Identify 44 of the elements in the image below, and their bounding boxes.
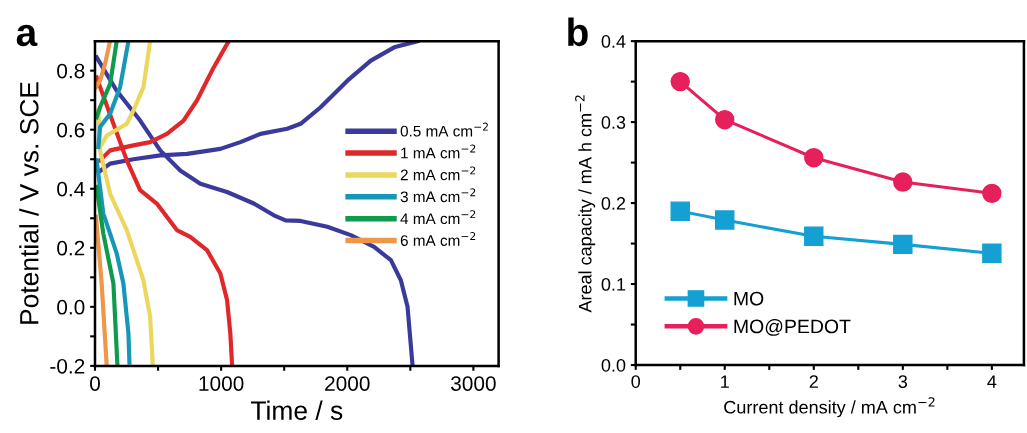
legend-label: 1 mA cm$^{−2}$: [401, 144, 476, 159]
x-tick-label: 2000: [325, 376, 370, 391]
chart-title: b: [568, 17, 588, 47]
point: [715, 210, 735, 230]
point: [982, 183, 1002, 204]
point: [804, 226, 824, 246]
legend-label: 6 mA cm$^{−2}$: [400, 232, 476, 246]
x-tick-label: 3000: [451, 376, 496, 391]
x-tick-label: 0: [90, 376, 100, 391]
point: [893, 172, 913, 192]
y-tick-label: 0.0: [601, 358, 626, 372]
x-tick-label: 1: [721, 375, 729, 388]
legend-label: 2 mA cm$^{−2}$: [400, 166, 476, 181]
legend-label: MO@PEDOT: [734, 319, 851, 336]
y-tick-label: 0.4: [57, 181, 85, 197]
y-tick-label: 0.1: [601, 277, 626, 291]
point: [893, 234, 913, 255]
y-axis-title: Areal capacity / mA h cm$^{−2}$: [575, 95, 596, 313]
y-tick-label: 0.8: [57, 63, 85, 79]
y-tick-label: 0.0: [57, 299, 85, 315]
x-tick-label: 0: [631, 375, 641, 388]
point: [982, 243, 1002, 264]
point: [715, 109, 735, 130]
x-axis-title: Current density / mA cm$^{−2}$: [724, 397, 935, 418]
x-tick-label: 2: [809, 375, 818, 388]
y-tick-label: 0.2: [601, 197, 626, 210]
legend-label: MO: [734, 291, 764, 306]
x-tick-label: 4: [987, 375, 997, 388]
chart-title: a: [16, 24, 38, 47]
point: [670, 71, 690, 92]
point: [670, 201, 690, 221]
x-tick-label: 3: [898, 375, 908, 388]
point: [804, 148, 824, 168]
y-tick-label: -0.2: [50, 358, 85, 374]
legend-label: 3 mA cm$^{−2}$: [400, 188, 476, 203]
y-axis-title: Potential / V vs. SCE: [19, 82, 39, 324]
legend-label: 4 mA cm$^{−2}$: [400, 210, 476, 225]
y-tick-label: 0.4: [601, 35, 626, 48]
y-tick-label: 0.3: [601, 116, 626, 129]
x-tick-label: 1000: [199, 376, 244, 391]
legend-label: 0.5 mA cm$^{−2}$: [400, 122, 488, 137]
y-tick-label: 0.6: [57, 122, 85, 138]
y-tick-label: 0.2: [57, 240, 85, 256]
x-axis-title: Time / s: [250, 400, 343, 420]
